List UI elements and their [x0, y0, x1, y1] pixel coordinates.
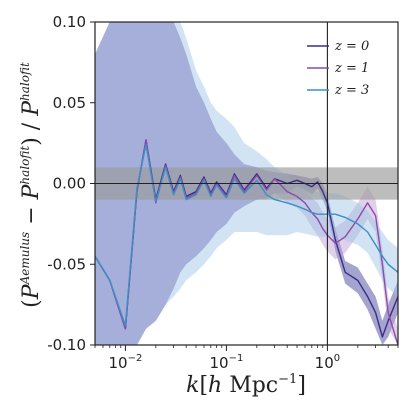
- y-tick-label: -0.10: [47, 336, 86, 354]
- x-tick-label: 10−1: [209, 353, 243, 372]
- y-axis-ticks: 0.10 0.05 0.00 -0.05 -0.10: [47, 13, 95, 354]
- x-axis-label: k[h Mpc−1]: [186, 372, 306, 398]
- series-lines: [95, 139, 398, 345]
- legend-label-z1: z = 1: [334, 61, 369, 76]
- y-tick-label: 0.00: [53, 175, 86, 193]
- x-axis-ticks: 10−2 10−1 100: [94, 345, 399, 372]
- legend-label-z3: z = 3: [334, 83, 369, 98]
- x-tick-label: 10−2: [108, 353, 142, 372]
- series-line-z3: [95, 143, 398, 327]
- legend: z = 0 z = 1 z = 3: [307, 39, 369, 98]
- y-tick-label: -0.05: [47, 255, 86, 273]
- y-tick-label: 0.05: [53, 94, 86, 112]
- legend-label-z0: z = 0: [334, 39, 369, 54]
- y-tick-label: 0.10: [53, 13, 86, 31]
- reference-lines: [95, 22, 398, 345]
- y-axis-label: (PAemulus − Phalofit) / Phalofit: [18, 62, 44, 308]
- x-tick-label: 100: [315, 353, 340, 372]
